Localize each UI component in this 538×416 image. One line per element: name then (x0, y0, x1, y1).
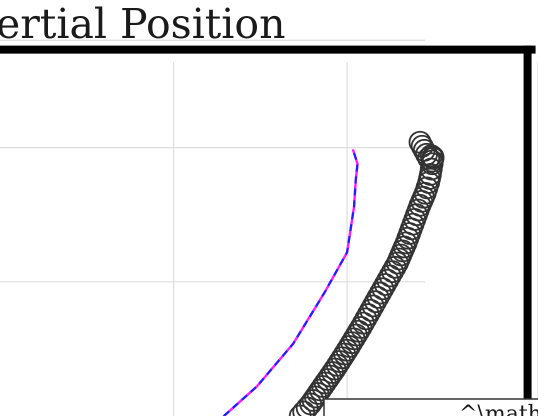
series-line-blue-dashed (223, 149, 359, 416)
frame-lines (0, 45, 536, 416)
legend-label: ^\mathcal{I} (459, 402, 538, 416)
legend-box: ^\mathcal{I} (323, 398, 538, 416)
chart-title: ertial Position (0, 0, 285, 48)
trajectory-marker-end (408, 130, 432, 154)
trajectory-marker-0-1 (292, 400, 316, 416)
series-layer (222, 130, 445, 416)
legend-frame (323, 398, 538, 416)
trajectory-marker-21-3 (410, 134, 434, 158)
